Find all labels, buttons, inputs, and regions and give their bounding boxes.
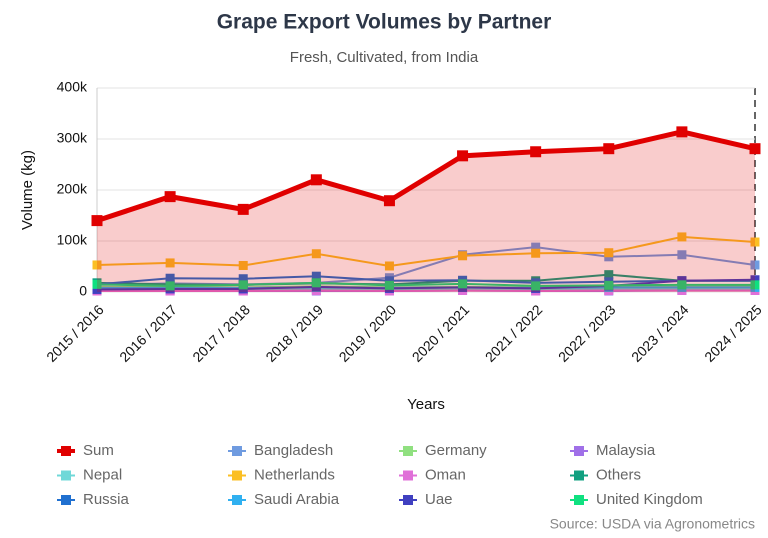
legend-swatch (574, 470, 584, 481)
data-point (604, 280, 614, 290)
series-line (96, 275, 755, 286)
legend-swatch (574, 495, 584, 505)
legend-label: Nepal (83, 466, 122, 483)
legend-swatch (574, 446, 584, 456)
legend-label: Netherlands (254, 466, 335, 483)
x-tick-label: 2020 / 2021 (409, 301, 473, 365)
x-axis-label: Years (407, 396, 445, 413)
data-point (676, 126, 688, 138)
y-tick-label: 400k (57, 79, 88, 95)
data-point (531, 248, 541, 258)
legend-label: Russia (83, 491, 130, 508)
series-line (96, 235, 756, 268)
y-tick-label: 200k (57, 181, 88, 197)
data-point (384, 276, 394, 286)
chart-subtitle: Fresh, Cultivated, from India (290, 49, 479, 66)
data-point (749, 143, 761, 155)
legend-label: Germany (425, 442, 487, 459)
data-point (604, 270, 614, 280)
source-note: Source: USDA via Agronometrics (550, 516, 755, 532)
x-tick-label: 2021 / 2022 (482, 301, 546, 365)
data-point (677, 250, 687, 260)
data-point (677, 280, 687, 290)
data-point (165, 258, 175, 268)
legend-swatch (403, 470, 413, 481)
data-point (238, 260, 248, 270)
data-point (458, 251, 468, 261)
x-tick-label: 2019 / 2020 (336, 301, 400, 365)
y-tick-label: 300k (57, 130, 88, 146)
y-tick-label: 100k (57, 232, 88, 248)
data-point (91, 215, 103, 227)
series-line (96, 278, 756, 291)
area-fill (97, 131, 755, 292)
series-line (96, 281, 755, 287)
data-point (311, 278, 321, 288)
data-point (677, 232, 687, 242)
y-tick-label: 0 (79, 283, 87, 299)
data-point (457, 150, 469, 162)
data-point (531, 281, 541, 291)
legend-swatch (403, 495, 413, 505)
legend-swatch (232, 495, 242, 505)
legend-label: Saudi Arabia (254, 491, 340, 508)
data-point (384, 280, 394, 290)
legend-swatch (61, 470, 71, 481)
x-tick-label: 2015 / 2016 (43, 301, 107, 365)
data-point (604, 248, 614, 258)
data-point (384, 261, 394, 271)
legend-label: Uae (425, 491, 453, 508)
data-point (238, 280, 248, 290)
x-tick-label: 2024 / 2025 (701, 301, 765, 365)
legend-swatch (61, 446, 71, 456)
legend-swatch (232, 446, 242, 456)
data-point (92, 279, 102, 289)
data-point (458, 279, 468, 289)
data-point (310, 174, 322, 186)
data-point (165, 281, 175, 291)
legend-label: Sum (83, 442, 114, 459)
legend-label: Malaysia (596, 442, 656, 459)
data-point (238, 274, 248, 284)
legend-swatch (232, 470, 242, 481)
data-point (603, 143, 615, 155)
legend-label: Bangladesh (254, 442, 333, 459)
legend-swatch (403, 446, 413, 456)
legend-swatch (61, 495, 71, 505)
data-point (750, 275, 760, 285)
data-point (383, 195, 395, 207)
x-tick-label: 2023 / 2024 (628, 301, 692, 365)
x-tick-label: 2022 / 2023 (555, 301, 619, 365)
legend-label: Oman (425, 466, 466, 483)
data-point (311, 249, 321, 259)
x-tick-label: 2016 / 2017 (116, 301, 180, 365)
data-point (531, 242, 541, 252)
data-point (237, 203, 249, 215)
data-point (530, 146, 542, 158)
x-tick-label: 2017 / 2018 (189, 301, 253, 365)
series-line (97, 289, 755, 292)
data-point (165, 273, 175, 283)
data-point (750, 237, 760, 247)
data-point (311, 271, 321, 281)
chart-title: Grape Export Volumes by Partner (217, 11, 552, 34)
y-axis-label: Volume (kg) (19, 150, 36, 230)
data-point (92, 284, 102, 294)
data-point (92, 260, 102, 270)
data-point (750, 280, 760, 290)
series-line (96, 129, 756, 223)
data-point (750, 260, 760, 270)
legend-label: Others (596, 466, 641, 483)
x-tick-label: 2018 / 2019 (262, 301, 326, 365)
legend-label: United Kingdom (596, 491, 703, 508)
data-point (164, 191, 176, 203)
